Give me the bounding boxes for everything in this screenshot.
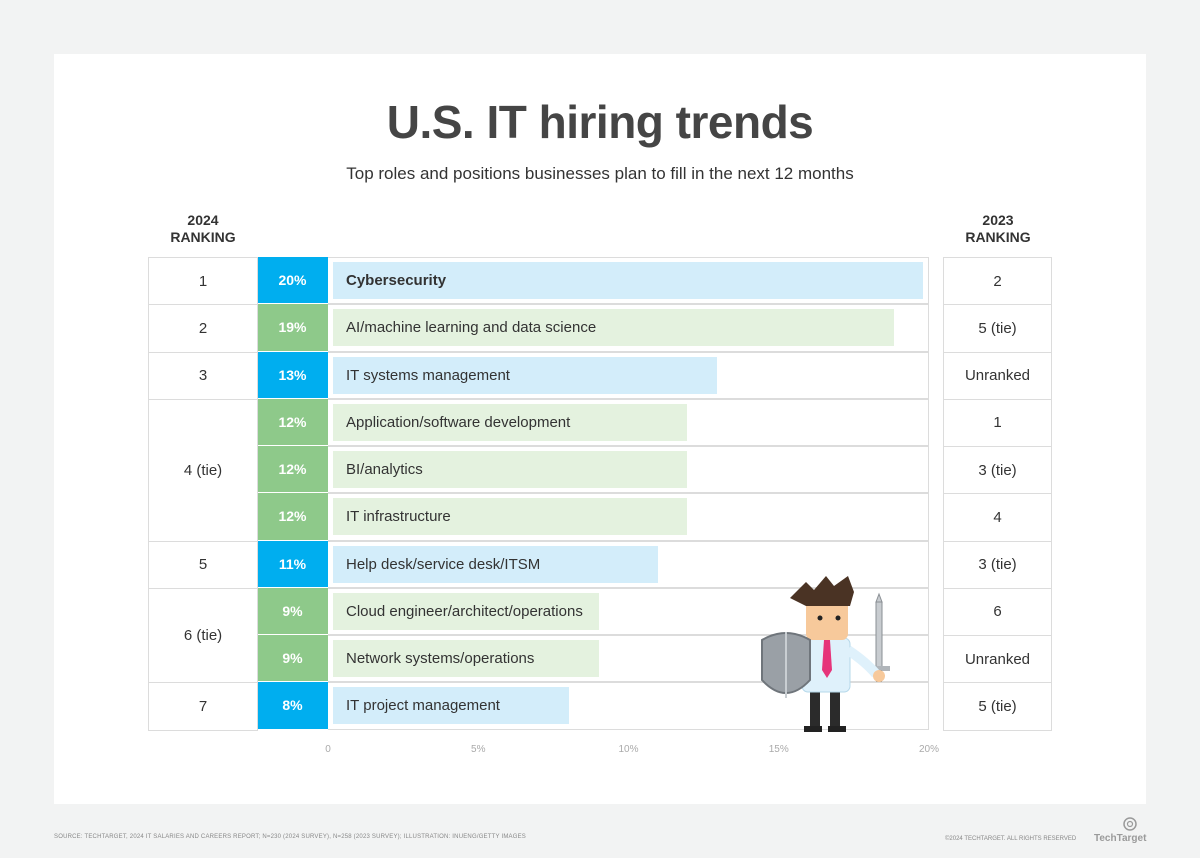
ranking-2024-cell: 5 [148,540,258,589]
bar [333,403,687,441]
ranking-2023-header-label: RANKING [965,229,1031,245]
ranking-2024-cell: 2 [148,304,258,353]
ranking-2024-cell: 4 (tie) [148,398,258,542]
x-tick-label: 15% [768,744,789,755]
techtarget-logo: TechTarget [1094,817,1147,844]
category-label: IT project management [346,697,500,715]
ranking-2023-cell: 6 [943,587,1052,636]
value-label: 8% [257,682,328,730]
category-label: AI/machine learning and data science [346,319,597,337]
category-label: Cybersecurity [346,272,447,289]
chart-subtitle: Top roles and positions businesses plan … [346,164,854,183]
source-note: SOURCE: TECHTARGET, 2024 IT SALARIES AND… [54,834,526,840]
ranking-2023-cell: 3 (tie) [943,446,1052,495]
bar [333,592,599,630]
ranking-2024-cell: 1 [148,257,258,306]
category-label: Network systems/operations [346,650,535,667]
businessman-with-shield-and-sword-illustration [761,576,890,732]
value-label: 12% [257,493,328,541]
category-label: Application/software development [346,413,571,431]
bar [333,640,599,677]
bar [333,498,687,536]
value-label: 20% [257,257,328,305]
value-label: 12% [257,446,328,494]
ranking-2024-cell: 7 [148,682,258,731]
ranking-2024-cell: 6 (tie) [148,587,258,684]
value-label: 9% [257,587,328,635]
bar [333,262,923,299]
ranking-2023-cell: 3 (tie) [943,540,1052,589]
x-tick-label: 20% [918,744,939,755]
value-label: 19% [257,304,328,352]
category-label: Cloud engineer/architect/operations [346,602,583,620]
ranking-2023-cell: 1 [943,398,1052,447]
category-label: Help desk/service desk/ITSM [346,555,541,573]
brand-name: TechTarget [1094,833,1147,844]
value-label: 13% [257,351,328,399]
ranking-2023-cell: 5 (tie) [943,682,1052,731]
ranking-2023-cell: Unranked [943,635,1052,684]
copyright-note: ©2024 TECHTARGET. ALL RIGHTS RESERVED [945,836,1077,842]
ranking-2023-cell: 4 [943,493,1052,542]
ranking-2023-header-year: 2023 [982,212,1014,228]
chart-title: U.S. IT hiring trends [386,96,814,148]
bar [333,687,569,725]
bar [333,545,658,583]
ranking-2023-header: 2023 RANKING [943,212,1053,246]
x-tick-label: 5% [471,744,486,755]
value-label: 9% [257,635,328,683]
category-label: IT infrastructure [346,508,451,526]
bar [333,451,687,488]
value-label: 12% [257,398,328,446]
ranking-2024-header-label: RANKING [170,229,236,245]
ranking-2023-cell: Unranked [943,351,1052,400]
ranking-2024-cell: 3 [148,351,258,400]
category-label: BI/analytics [346,461,423,478]
bar [333,356,717,394]
ranking-2023-cell: 5 (tie) [943,304,1052,353]
category-label: IT systems management [346,366,510,384]
x-tick-label: 0 [325,744,331,755]
bar [333,309,894,347]
value-label: 11% [257,540,328,588]
ranking-2024-header-year: 2024 [187,212,219,228]
ranking-2024-header: 2024 RANKING [148,212,258,246]
ranking-2023-cell: 2 [943,257,1052,306]
x-tick-label: 10% [618,744,639,755]
